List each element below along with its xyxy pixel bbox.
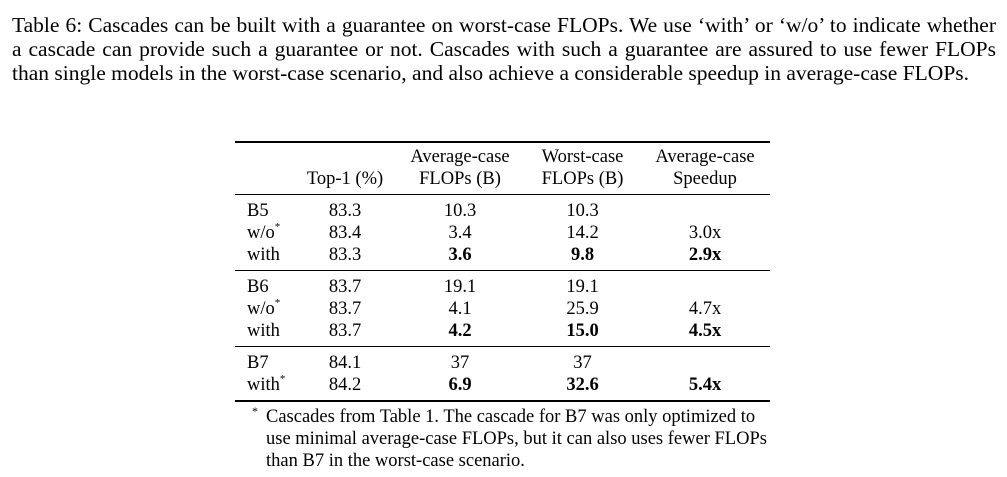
header-avg-flops-line1: Average-case [410,147,510,167]
cell-speedup [640,271,770,299]
cell-avg-flops: 37 [450,353,470,373]
cell-model: w/o* [235,222,295,244]
cell-speedup: 2.9x [688,245,722,265]
results-table-container: Top-1 (%) Average-case FLOPs (B) Worst-c… [235,141,770,402]
cell-top1: 83.7 [328,299,362,319]
cell-model: w/o* [235,298,295,320]
cell-avg-flops: 4.1 [448,299,472,319]
header-worst-flops-line1: Worst-case [541,147,624,167]
footnote-reference: * [274,221,281,233]
model-label: B6 [247,277,269,297]
cell-avg-flops: 10.3 [443,201,477,221]
cell-worst-flops: 25.9 [566,299,599,319]
cell-top1: 84.1 [328,353,362,373]
table-row: with* 84.2 6.9 32.6 5.4x [235,374,770,401]
cell-top1: 83.4 [328,223,362,243]
table-group: B6 83.7 19.1 19.1 w/o* 83.7 4.1 25.9 4.7x with 83.… [235,271,770,347]
cell-speedup: 4.7x [688,299,722,319]
cell-speedup: 3.0x [688,223,722,243]
footnote-reference: * [279,373,286,385]
cell-model: with* [235,374,295,401]
table-group: B5 83.3 10.3 10.3 w/o* 83.4 3.4 14.2 3.0x with 83.… [235,195,770,271]
cell-worst-flops: 15.0 [566,321,599,341]
model-label: B7 [247,353,269,373]
cell-worst-flops: 19.1 [566,277,599,297]
header-top1-line2: Top-1 (%) [306,169,384,189]
cell-worst-flops: 9.8 [570,245,595,265]
table-row: with 83.7 4.2 15.0 4.5x [235,320,770,347]
cell-avg-flops: 19.1 [443,277,477,297]
table-row: with 83.3 3.6 9.8 2.9x [235,244,770,271]
cell-top1: 83.7 [328,277,362,297]
header-model [235,142,295,195]
table-footnote: * Cascades from Table 1. The cascade for… [252,404,776,472]
model-label: w/o [247,299,275,319]
cell-model: B5 [235,195,295,223]
table-caption: Table 6: Cascades can be built with a gu… [12,13,996,85]
header-row: Top-1 (%) Average-case FLOPs (B) Worst-c… [235,142,770,195]
cell-worst-flops: 37 [573,353,592,373]
cell-speedup: 5.4x [688,375,722,395]
header-speedup: Average-case Speedup [640,142,770,195]
table-row: B5 83.3 10.3 10.3 [235,195,770,223]
cell-model: with [235,320,295,347]
table-row: w/o* 83.4 3.4 14.2 3.0x [235,222,770,244]
cell-model: with [235,244,295,271]
footnote-mark: * [252,404,258,418]
header-speedup-line1: Average-case [655,147,755,167]
cell-speedup [640,195,770,223]
cell-top1: 83.3 [328,245,362,265]
results-table: Top-1 (%) Average-case FLOPs (B) Worst-c… [235,141,770,402]
cell-top1: 83.3 [328,201,362,221]
model-label: with [247,321,280,341]
cell-worst-flops: 14.2 [566,223,599,243]
model-label: with [247,375,280,395]
table-group: B7 84.1 37 37 with* 84.2 6.9 32.6 5.4x [235,347,770,401]
model-label: w/o [247,223,275,243]
header-speedup-line2: Speedup [673,169,737,189]
cell-worst-flops: 10.3 [566,201,599,221]
cell-model: B6 [235,271,295,299]
table-row: B7 84.1 37 37 [235,347,770,375]
header-avg-flops-line2: FLOPs (B) [419,169,501,189]
cell-avg-flops: 3.6 [448,245,472,265]
header-worst-flops: Worst-case FLOPs (B) [525,142,640,195]
header-avg-flops: Average-case FLOPs (B) [395,142,525,195]
footnote-text: Cascades from Table 1. The cascade for B… [266,407,767,471]
cell-speedup: 4.5x [688,321,722,341]
cell-avg-flops: 4.2 [448,321,472,341]
cell-model: B7 [235,347,295,375]
cell-top1: 83.7 [328,321,362,341]
cell-top1: 84.2 [328,375,362,395]
table-header: Top-1 (%) Average-case FLOPs (B) Worst-c… [235,142,770,195]
model-label: with [247,245,280,265]
table-row: w/o* 83.7 4.1 25.9 4.7x [235,298,770,320]
cell-avg-flops: 6.9 [448,375,472,395]
model-label: B5 [247,201,269,221]
header-worst-flops-line2: FLOPs (B) [541,169,624,189]
cell-speedup [640,347,770,375]
header-top1: Top-1 (%) [295,142,395,195]
table-row: B6 83.7 19.1 19.1 [235,271,770,299]
footnote-reference: * [274,297,281,309]
cell-avg-flops: 3.4 [448,223,472,243]
cell-worst-flops: 32.6 [566,375,599,395]
